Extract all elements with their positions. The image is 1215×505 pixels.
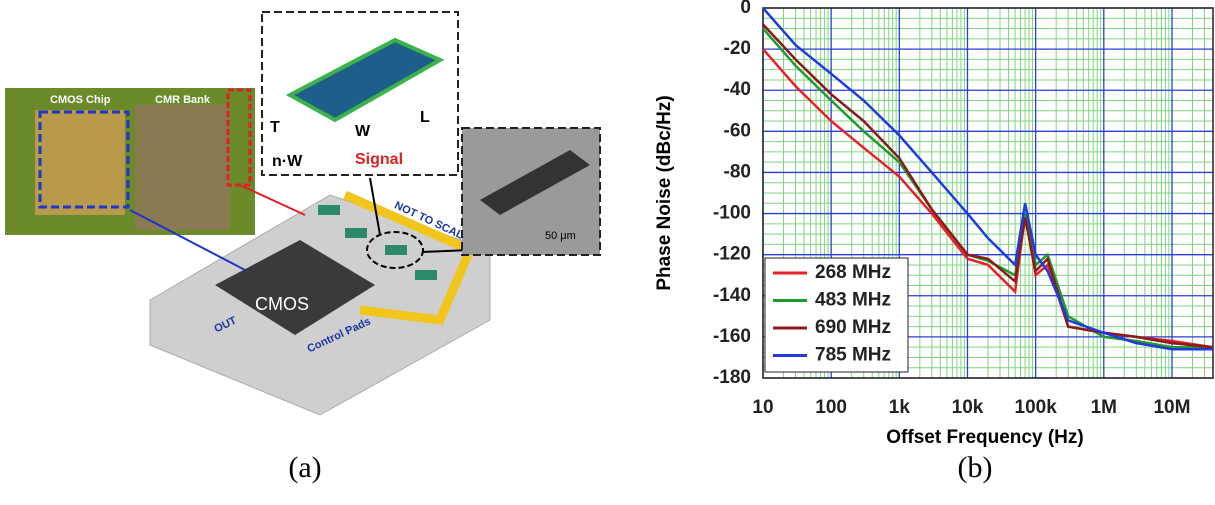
y-tick-label: -180 xyxy=(713,367,751,388)
y-axis-label: Phase Noise (dBc/Hz) xyxy=(654,95,675,290)
dim-label: T xyxy=(270,119,280,136)
panel-a: CMOS Chip CMR Bank CMOS OUT Control Pads… xyxy=(5,12,600,484)
y-tick-label: -100 xyxy=(713,203,751,224)
y-tick-label: -80 xyxy=(724,161,751,182)
photo-label: CMOS Chip xyxy=(50,94,111,106)
x-tick-label: 10 xyxy=(752,397,773,418)
dim-label: n·W xyxy=(272,153,303,170)
x-tick-label: 10M xyxy=(1153,397,1190,418)
y-tick-label: -60 xyxy=(724,120,751,141)
photo-label: CMR Bank xyxy=(155,94,211,106)
caption: (a) xyxy=(288,451,321,484)
x-tick-label: 100 xyxy=(815,397,847,418)
legend-label: 268 MHz xyxy=(815,262,891,283)
y-tick-label: -160 xyxy=(713,326,751,347)
legend-label: 690 MHz xyxy=(815,317,891,338)
signal-label: Signal xyxy=(355,151,403,168)
dim-label: W xyxy=(355,123,371,140)
y-tick-label: -120 xyxy=(713,244,751,265)
legend-label: 483 MHz xyxy=(815,290,891,311)
figure: CMOS Chip CMR Bank CMOS OUT Control Pads… xyxy=(0,0,1215,500)
y-tick-label: 0 xyxy=(740,0,751,18)
cmr-bank xyxy=(135,105,230,230)
plot: 10 100 1k 10k 100k 1M 10M -180 -160 -140 -120 -100 -… xyxy=(713,0,1213,418)
y-tick-label: -140 xyxy=(713,285,751,306)
resonator xyxy=(345,228,367,238)
cmos-die xyxy=(35,110,125,215)
x-tick-label: 1M xyxy=(1091,397,1117,418)
scale-bar: 50 μm xyxy=(545,230,576,242)
y-tick-label: -40 xyxy=(724,79,751,100)
resonator xyxy=(318,205,340,215)
legend-label: 785 MHz xyxy=(815,345,891,366)
chip-label: CMOS xyxy=(255,294,309,314)
resonator xyxy=(415,270,437,280)
x-tick-label: 10k xyxy=(952,397,984,418)
y-tick-label: -20 xyxy=(724,38,751,59)
x-tick-label: 100k xyxy=(1015,397,1058,418)
caption: (b) xyxy=(958,451,993,484)
dim-label: L xyxy=(420,109,430,126)
x-tick-label: 1k xyxy=(889,397,911,418)
x-axis-label: Offset Frequency (Hz) xyxy=(886,427,1083,448)
resonator xyxy=(385,245,407,255)
